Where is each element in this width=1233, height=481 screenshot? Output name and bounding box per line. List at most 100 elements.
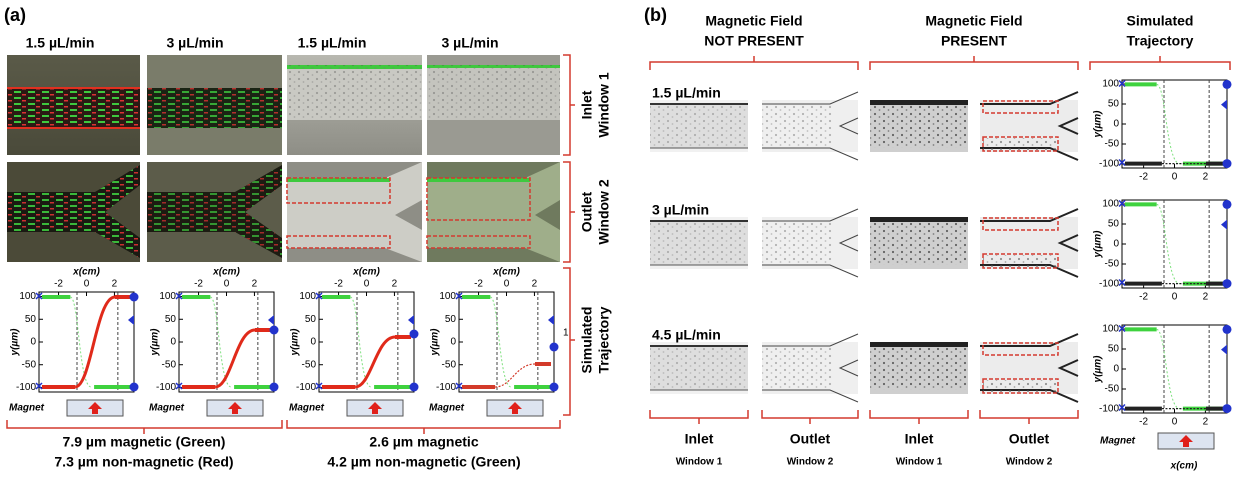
panel-label: (b) bbox=[644, 5, 667, 25]
row-label: 1.5 µL/min bbox=[652, 85, 721, 101]
magnet-label: Magnet bbox=[9, 403, 45, 414]
marker bbox=[1223, 404, 1232, 413]
y-axis-label: y(µm) bbox=[150, 328, 161, 357]
marker: ✕ bbox=[34, 381, 43, 393]
y-tick-label: -50 bbox=[1105, 384, 1120, 395]
x-axis-label: x(cm) bbox=[212, 267, 240, 278]
x-tick-label: -2 bbox=[334, 279, 343, 290]
row-label: Window 1 bbox=[596, 72, 612, 137]
y-tick-label: -50 bbox=[302, 359, 317, 370]
x-axis-label: x(cm) bbox=[1170, 461, 1198, 472]
x-tick-label: -2 bbox=[1139, 172, 1148, 183]
marker: ✕ bbox=[1117, 78, 1126, 90]
row-label: Outlet bbox=[579, 191, 595, 232]
bottom-label: Outlet bbox=[790, 431, 831, 447]
y-axis-label: y(µm) bbox=[1093, 230, 1104, 259]
y-tick-label: -100 bbox=[296, 382, 316, 393]
column-header: 3 µL/min bbox=[166, 35, 223, 51]
x-tick-label: 2 bbox=[112, 279, 118, 290]
x-axis-label: x(cm) bbox=[352, 267, 380, 278]
row-label: Inlet bbox=[579, 90, 595, 119]
column-header: Simulated bbox=[1127, 13, 1194, 29]
x-tick-label: 2 bbox=[392, 279, 398, 290]
magnet-label: Magnet bbox=[289, 403, 325, 414]
y-tick-label: -100 bbox=[1099, 279, 1119, 290]
bottom-label: Inlet bbox=[685, 431, 714, 447]
x-tick-label: 0 bbox=[364, 279, 370, 290]
y-axis-label: y(µm) bbox=[10, 328, 21, 357]
caption: 7.9 µm magnetic (Green) bbox=[63, 434, 226, 450]
marker bbox=[270, 383, 279, 392]
marker: ✕ bbox=[1117, 323, 1126, 335]
image-grid-a bbox=[7, 55, 560, 262]
column-header: Magnetic Field bbox=[705, 13, 802, 29]
column-header: Trajectory bbox=[1127, 33, 1194, 49]
x-tick-label: 2 bbox=[1203, 292, 1209, 303]
row-label: Trajectory bbox=[596, 306, 612, 373]
marker bbox=[550, 383, 559, 392]
column-header: NOT PRESENT bbox=[704, 33, 804, 49]
y-tick-label: -50 bbox=[1105, 259, 1120, 270]
plot-frame bbox=[1122, 200, 1227, 288]
y-axis-label: y(µm) bbox=[1093, 355, 1104, 384]
x-axis-label: x(cm) bbox=[72, 267, 100, 278]
plot-frame bbox=[39, 292, 134, 392]
row-label: 3 µL/min bbox=[652, 202, 709, 218]
marker: ✕ bbox=[1117, 278, 1126, 290]
y-tick-label: 50 bbox=[165, 314, 177, 325]
trajectory-plot: -202100500-50-100y(µm)✕✕ bbox=[1093, 198, 1232, 302]
bottom-label: Window 1 bbox=[676, 457, 723, 468]
y-axis-label: y(µm) bbox=[1093, 110, 1104, 139]
plot-frame bbox=[1122, 80, 1227, 168]
plot-frame bbox=[1122, 325, 1227, 413]
y-tick-label: -100 bbox=[1099, 404, 1119, 415]
y-tick-label: 50 bbox=[445, 314, 457, 325]
y-tick-label: 0 bbox=[1113, 364, 1119, 375]
y-tick-label: 0 bbox=[170, 337, 176, 348]
marker bbox=[1223, 80, 1232, 89]
y-tick-label: 50 bbox=[1108, 219, 1120, 230]
y-tick-label: 0 bbox=[450, 337, 456, 348]
y-tick-label: 0 bbox=[1113, 239, 1119, 250]
y-tick-label: -100 bbox=[16, 382, 36, 393]
x-tick-label: 0 bbox=[1172, 172, 1178, 183]
x-tick-label: -2 bbox=[54, 279, 63, 290]
bottom-label: Window 2 bbox=[1006, 457, 1053, 468]
bottom-label: Inlet bbox=[905, 431, 934, 447]
x-tick-label: 0 bbox=[504, 279, 510, 290]
panel-label: (a) bbox=[4, 5, 26, 25]
annotation: 1 bbox=[563, 328, 569, 339]
marker: ✕ bbox=[174, 381, 183, 393]
y-tick-label: 50 bbox=[1108, 99, 1120, 110]
marker: ✕ bbox=[1117, 403, 1126, 415]
marker bbox=[1223, 200, 1232, 209]
marker bbox=[1223, 325, 1232, 334]
y-tick-label: 50 bbox=[1108, 344, 1120, 355]
trajectory-plot: -202100500-50-100y(µm)x(cm)✕✕ bbox=[290, 267, 419, 393]
x-tick-label: 0 bbox=[1172, 417, 1178, 428]
bottom-label: Window 2 bbox=[787, 457, 834, 468]
x-tick-label: 0 bbox=[1172, 292, 1178, 303]
marker: ✕ bbox=[1117, 158, 1126, 170]
x-axis-label: x(cm) bbox=[492, 267, 520, 278]
caption: 4.2 µm non-magnetic (Green) bbox=[327, 454, 520, 470]
marker bbox=[1223, 279, 1232, 288]
marker: ✕ bbox=[174, 291, 183, 303]
x-tick-label: 2 bbox=[1203, 172, 1209, 183]
y-tick-label: -50 bbox=[1105, 139, 1120, 150]
x-tick-label: -2 bbox=[474, 279, 483, 290]
marker: ✕ bbox=[314, 291, 323, 303]
trajectory-plot: -202100500-50-100y(µm)x(cm)✕✕ bbox=[150, 267, 279, 393]
y-tick-label: 0 bbox=[310, 337, 316, 348]
caption: 2.6 µm magnetic bbox=[369, 434, 478, 450]
y-tick-label: 50 bbox=[305, 314, 317, 325]
column-header: Magnetic Field bbox=[925, 13, 1022, 29]
x-tick-label: -2 bbox=[194, 279, 203, 290]
plot-frame bbox=[459, 292, 554, 392]
marker: ✕ bbox=[454, 381, 463, 393]
magnet-label: Magnet bbox=[429, 403, 465, 414]
marker: ✕ bbox=[34, 291, 43, 303]
